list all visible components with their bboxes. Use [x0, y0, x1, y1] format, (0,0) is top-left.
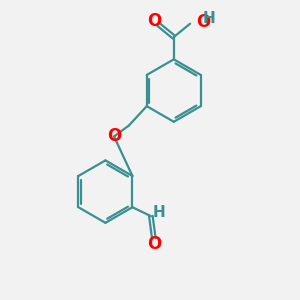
Text: O: O — [196, 13, 210, 31]
Text: O: O — [147, 12, 161, 30]
Text: H: H — [203, 11, 216, 26]
Text: O: O — [147, 235, 162, 253]
Text: H: H — [152, 205, 165, 220]
Text: O: O — [107, 128, 121, 146]
